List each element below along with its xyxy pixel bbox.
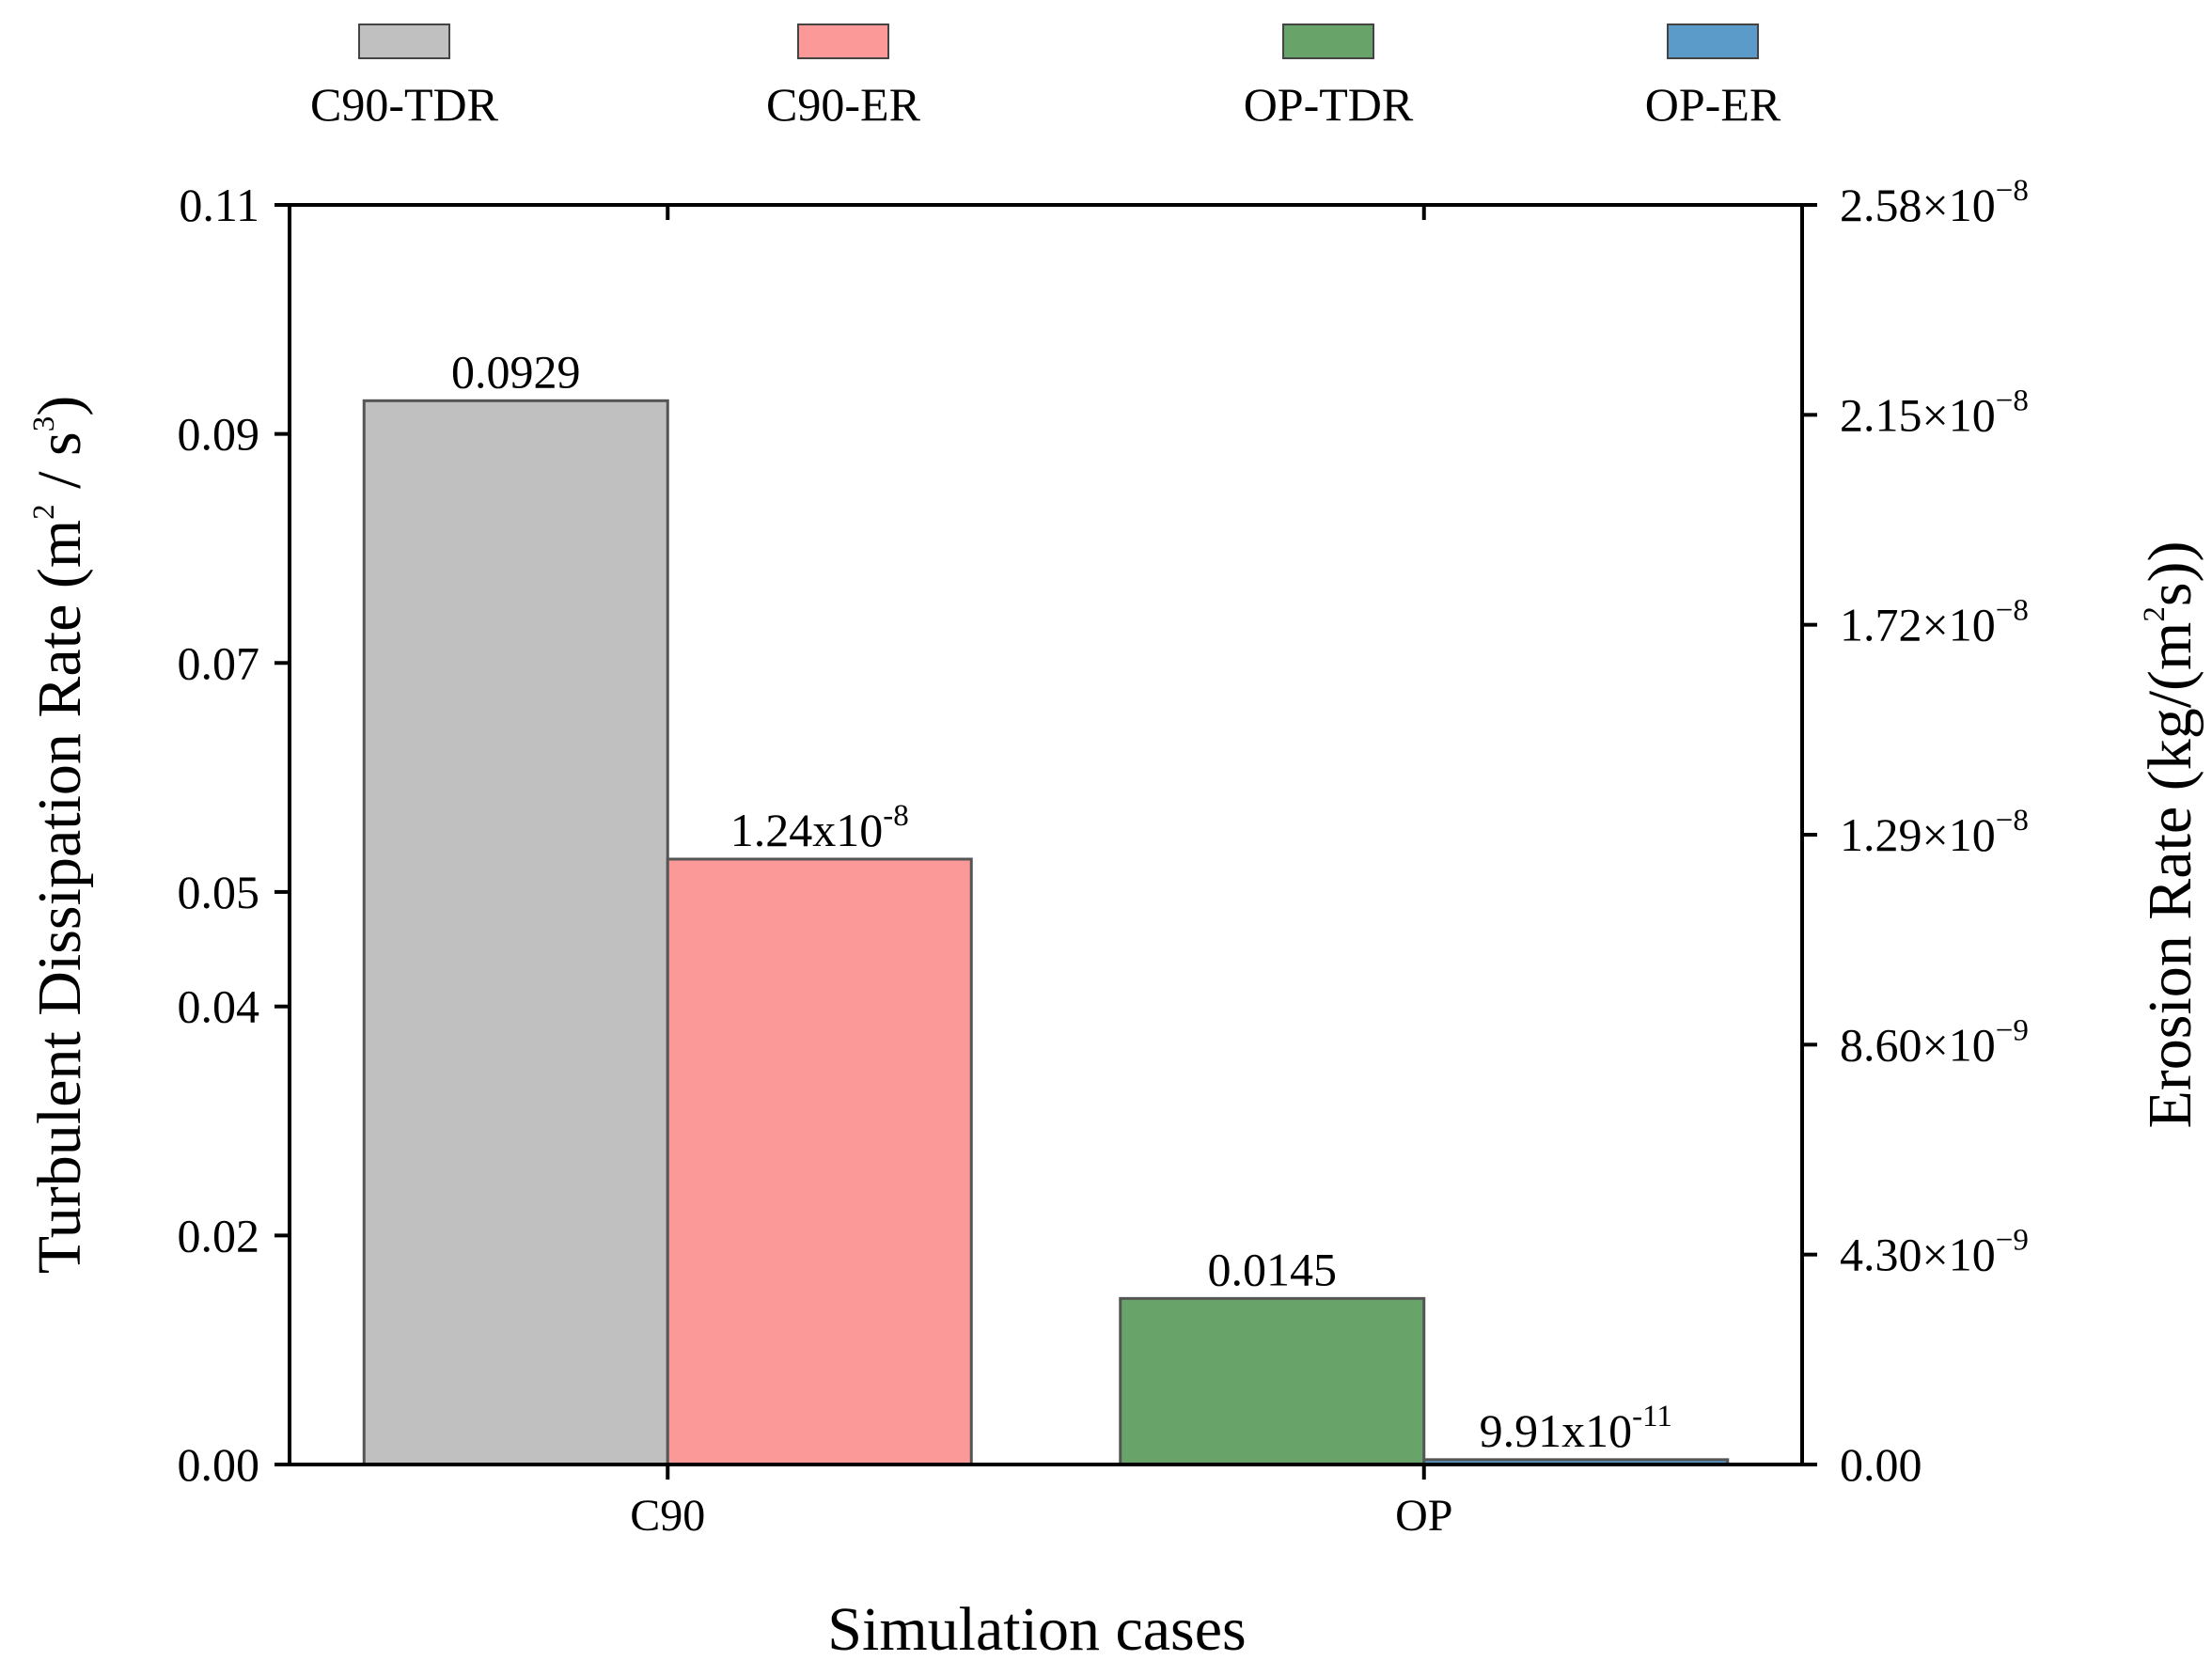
right-tick-label: 0.00: [1840, 1438, 1922, 1491]
right-tick-label: 4.30×10−9: [1840, 1224, 2029, 1281]
left-tick-label: 0.11: [179, 179, 259, 231]
bar-c90-tdr: [362, 399, 669, 1466]
data-label-op-tdr: 0.0145: [1208, 1243, 1338, 1295]
right-tick-label: 2.58×10−8: [1840, 174, 2029, 231]
legend: C90-TDR C90-ER OP-TDR OP-ER: [310, 23, 1781, 131]
legend-swatch-op-er: [1667, 23, 1759, 59]
data-label-c90-tdr: 0.0929: [451, 345, 581, 398]
left-tick-label: 0.09: [178, 408, 260, 461]
legend-swatch-c90-tdr: [358, 23, 450, 59]
left-axis: 0.00 0.02 0.04 0.05 0.07 0.09 0.11: [178, 179, 290, 1491]
x-tick-label: C90: [630, 1491, 705, 1541]
x-axis-title: Simulation cases: [827, 1595, 1246, 1664]
left-tick-label: 0.05: [178, 866, 260, 918]
bar-op-tdr: [1119, 1296, 1426, 1466]
right-tick-label: 1.72×10−8: [1840, 594, 2029, 651]
data-label-c90-er: 1.24x10-8: [730, 799, 909, 856]
legend-swatch-op-tdr: [1282, 23, 1374, 59]
right-tick-label: 8.60×10−9: [1840, 1013, 2029, 1071]
legend-swatch-c90-er: [797, 23, 889, 59]
right-axis: 0.00 4.30×10−9 8.60×10−9 1.29×10−8 1.72×10−8…: [1802, 174, 2029, 1491]
legend-label-c90-tdr: C90-TDR: [310, 78, 499, 131]
data-label-op-er: 9.91x10-11: [1480, 1400, 1672, 1457]
right-tick-label: 2.15×10−8: [1840, 384, 2029, 441]
left-tick-label: 0.02: [178, 1209, 260, 1261]
x-axis: C90 OP: [630, 205, 1452, 1541]
legend-label-c90-er: C90-ER: [766, 78, 921, 131]
bar-c90-er: [666, 857, 973, 1466]
left-tick-label: 0.07: [178, 636, 260, 689]
right-tick-label: 1.29×10−8: [1840, 804, 2029, 861]
right-axis-title: Erosion Rate (kg/(m2s)): [2136, 540, 2204, 1128]
data-labels: 0.0929 1.24x10-8 0.0145 9.91x10-11: [451, 345, 1672, 1457]
legend-label-op-er: OP-ER: [1645, 78, 1781, 131]
bars: [362, 399, 1730, 1466]
left-tick-label: 0.00: [178, 1438, 260, 1491]
left-axis-title: Turbulent Dissipation Rate (m2 / s3): [25, 396, 94, 1274]
left-tick-label: 0.04: [178, 980, 260, 1033]
x-tick-label: OP: [1395, 1491, 1452, 1541]
legend-label-op-tdr: OP-TDR: [1244, 78, 1414, 131]
